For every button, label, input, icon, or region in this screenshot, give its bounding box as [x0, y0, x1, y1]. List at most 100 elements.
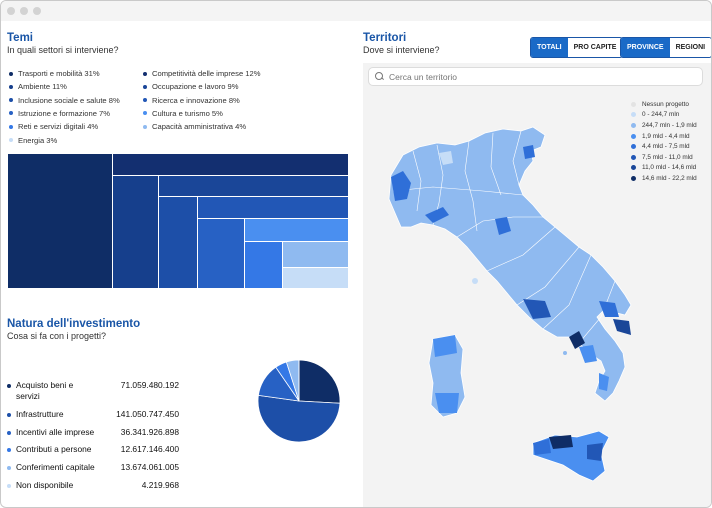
- legend-bullet: [7, 484, 11, 488]
- map-legend-item: 0 - 244,7 mln: [631, 110, 697, 121]
- province-button[interactable]: PROVINCE: [621, 38, 670, 57]
- investimento-row-label-wrap: Acquisto beni e servizi: [7, 380, 97, 402]
- map-legend: Nessun progetto 0 - 244,7 mln 244,7 mln - …: [631, 99, 697, 184]
- investimento-label: Contributi a persone: [16, 444, 92, 454]
- window-titlebar: [1, 1, 711, 21]
- map-province-taranto: [613, 319, 631, 335]
- map-legend-swatch: [631, 133, 636, 139]
- investimento-value: 12.617.146.400: [120, 444, 179, 454]
- temi-legend-label: Energia 3%: [18, 135, 58, 145]
- temi-legend-label: Inclusione sociale e salute 8%: [18, 95, 120, 105]
- temi-legend-item: Inclusione sociale e salute 8%: [9, 96, 120, 105]
- treemap-energia[interactable]: [283, 268, 349, 289]
- temi-legend-item: Ricerca e innovazione 8%: [143, 96, 240, 105]
- italy-province-map[interactable]: [373, 91, 673, 501]
- treemap-competitivita[interactable]: [113, 154, 349, 176]
- right-panel: Territori Dove si interviene? TOTALI PRO…: [363, 21, 711, 507]
- temi-legend-item: Trasporti e mobilità 31%: [9, 69, 100, 78]
- temi-legend-label: Reti e servizi digitali 4%: [18, 122, 99, 132]
- treemap-trasporti[interactable]: [8, 154, 113, 289]
- map-legend-label: 7,5 mld - 11,0 mld: [642, 153, 693, 161]
- legend-bullet: [7, 466, 11, 470]
- pro-capite-button[interactable]: PRO CAPITE: [567, 38, 623, 57]
- map-province-napoli: [569, 331, 585, 349]
- legend-bullet: [7, 413, 11, 417]
- map-legend-item: Nessun progetto: [631, 99, 697, 110]
- map-legend-label: Nessun progetto: [642, 100, 689, 108]
- treemap-cultura[interactable]: [245, 219, 349, 242]
- treemap-reti[interactable]: [245, 242, 283, 289]
- investimento-header: Natura dell'investimento Cosa si fa con …: [7, 318, 140, 341]
- temi-legend-item: Cultura e turismo 5%: [143, 109, 223, 118]
- map-legend-swatch: [631, 175, 636, 181]
- territory-search-input[interactable]: [389, 71, 689, 82]
- map-province-sassari: [433, 335, 457, 357]
- window-maximize-dot[interactable]: [33, 7, 41, 15]
- temi-legend-item: Capacità amministrativa 4%: [143, 122, 246, 131]
- legend-bullet: [9, 138, 13, 142]
- investimento-title: Natura dell'investimento: [7, 318, 141, 330]
- pie-slice[interactable]: [298, 359, 341, 404]
- territori-title: Territori: [363, 32, 407, 44]
- map-province-torino: [391, 171, 411, 201]
- investimento-label: Non disponibile: [16, 480, 74, 490]
- map-legend-swatch: [631, 101, 636, 107]
- investimento-value: 36.341.926.898: [120, 427, 179, 437]
- legend-bullet: [143, 98, 147, 103]
- treemap-capacita[interactable]: [283, 242, 349, 268]
- investimento-label: Incentivi alle imprese: [16, 427, 95, 437]
- investimento-label: Infrastrutture: [16, 409, 64, 419]
- temi-legend-label: Trasporti e mobilità 31%: [18, 69, 100, 78]
- territori-header: Territori Dove si interviene?: [363, 32, 440, 55]
- legend-bullet: [9, 84, 13, 89]
- map-legend-item: 4,4 mld - 7,5 mld: [631, 141, 697, 152]
- totali-button[interactable]: TOTALI: [531, 38, 568, 57]
- legend-bullet: [143, 111, 147, 116]
- investimento-pie-chart: [257, 359, 341, 443]
- legend-bullet: [143, 84, 147, 89]
- legend-bullet: [7, 431, 11, 435]
- map-legend-swatch: [631, 122, 636, 128]
- map-legend-item: 1,9 mld - 4,4 mld: [631, 131, 697, 142]
- investimento-row-label-wrap: Conferimenti capitale: [7, 462, 97, 473]
- temi-legend-label: Occupazione e lavoro 9%: [152, 82, 239, 92]
- map-legend-swatch: [631, 165, 636, 171]
- temi-legend-item: Competitività delle imprese 12%: [143, 69, 260, 78]
- map-province-palermo: [549, 435, 573, 449]
- treemap-occupazione[interactable]: [159, 176, 349, 197]
- temi-header: Temi In quali settori si interviene?: [7, 32, 119, 55]
- map-legend-swatch: [631, 144, 636, 150]
- pie-slice[interactable]: [257, 394, 341, 443]
- temi-legend-label: Ambiente 11%: [18, 82, 67, 92]
- temi-legend-item: Occupazione e lavoro 9%: [143, 82, 239, 91]
- treemap-ambiente[interactable]: [113, 176, 159, 289]
- regioni-button[interactable]: REGIONI: [669, 38, 711, 57]
- temi-legend-item: Energia 3%: [9, 136, 57, 145]
- investimento-value: 13.674.061.005: [120, 462, 179, 472]
- treemap-inclusione[interactable]: [159, 197, 198, 289]
- treemap-istruzione[interactable]: [198, 219, 245, 289]
- territory-level-toggle: PROVINCE REGIONI: [620, 37, 711, 58]
- window-minimize-dot[interactable]: [20, 7, 28, 15]
- temi-legend-item: Ambiente 11%: [9, 82, 67, 91]
- temi-legend-label: Istruzione e formazione 7%: [18, 108, 111, 118]
- territory-search-box[interactable]: [368, 67, 703, 86]
- temi-legend-label: Ricerca e innovazione 8%: [152, 95, 240, 105]
- investimento-value: 141.050.747.450: [116, 409, 179, 419]
- treemap-ricerca[interactable]: [198, 197, 349, 219]
- temi-legend-label: Competitività delle imprese 12%: [152, 69, 261, 78]
- map-legend-label: 14,6 mld - 22,2 mld: [642, 174, 697, 182]
- map-province-milano: [439, 151, 453, 165]
- map-legend-swatch: [631, 112, 636, 118]
- map-legend-swatch: [631, 154, 636, 160]
- search-icon: [375, 72, 384, 81]
- map-province-firenze: [495, 217, 511, 235]
- temi-legend-label: Cultura e turismo 5%: [152, 108, 223, 118]
- window-close-dot[interactable]: [7, 7, 15, 15]
- map-legend-item: 11,0 mld - 14,6 mld: [631, 163, 697, 174]
- map-province-catania: [587, 443, 603, 461]
- map-province-venezia: [523, 145, 535, 159]
- map-province-cosenza: [599, 373, 609, 391]
- investimento-row-label-wrap: Incentivi alle imprese: [7, 427, 97, 438]
- map-province-trapani: [533, 439, 551, 455]
